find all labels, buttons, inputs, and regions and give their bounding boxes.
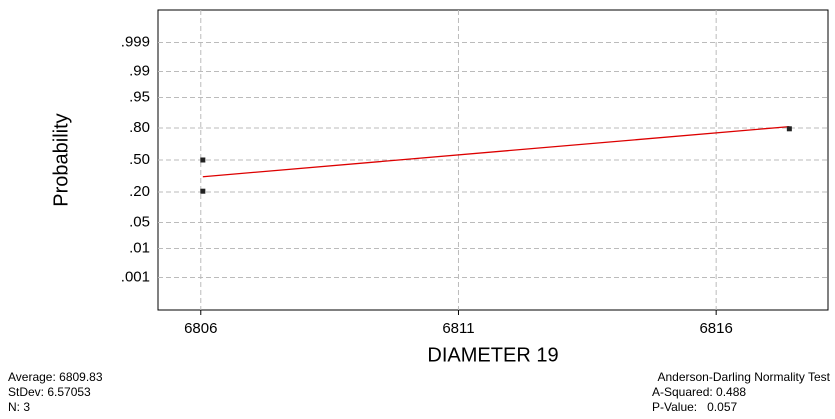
- stat-text: Anderson-Darling Normality Test: [657, 370, 830, 384]
- data-point: [200, 157, 206, 163]
- y-tick-label: .80: [129, 119, 150, 136]
- x-tick-label: 6806: [184, 320, 217, 337]
- stat-text: N: 3: [8, 400, 30, 414]
- y-tick-label: .999: [121, 33, 150, 50]
- stat-text: Average: 6809.83: [8, 370, 103, 384]
- x-tick-label: 6816: [699, 320, 732, 337]
- y-tick-label: .05: [129, 214, 150, 231]
- stat-text: P-Value: 0.057: [652, 400, 737, 414]
- y-tick-label: .20: [129, 183, 150, 200]
- data-point: [200, 188, 206, 194]
- y-tick-label: .95: [129, 88, 150, 105]
- data-point: [786, 126, 792, 132]
- stat-text: StDev: 6.57053: [8, 385, 91, 399]
- stat-text: A-Squared: 0.488: [652, 385, 746, 399]
- fit-line: [202, 125, 790, 178]
- y-tick-label: .001: [121, 268, 150, 285]
- y-tick-label: .50: [129, 151, 150, 168]
- x-tick-label: 6811: [442, 320, 474, 337]
- y-tick-label: .01: [129, 239, 150, 256]
- y-tick-label: .99: [129, 63, 150, 80]
- y-axis-label: Probability: [50, 113, 72, 206]
- x-axis-label: DIAMETER 19: [427, 344, 558, 366]
